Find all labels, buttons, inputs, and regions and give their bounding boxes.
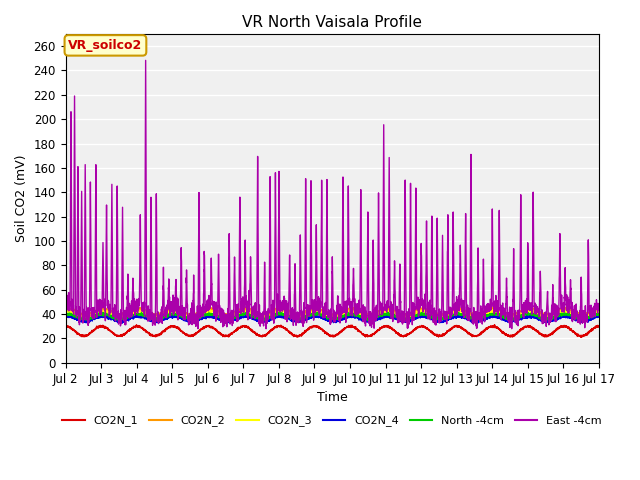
CO2N_3 [595, 308, 602, 314]
CO2N_4 [118, 321, 126, 326]
CO2N_4 [595, 313, 602, 319]
North -4cm [595, 312, 602, 318]
CO2N_1 [394, 330, 401, 336]
CO2N_2 [211, 307, 218, 313]
Y-axis label: Soil CO2 (mV): Soil CO2 (mV) [15, 155, 28, 242]
CO2N_2 [595, 305, 602, 311]
CO2N_3 [595, 308, 603, 313]
East -4cm [142, 58, 150, 63]
East -4cm [595, 307, 603, 312]
East -4cm [176, 312, 184, 318]
CO2N_1 [176, 327, 184, 333]
CO2N_2 [527, 304, 534, 310]
X-axis label: Time: Time [317, 391, 348, 404]
Text: VR_soilco2: VR_soilco2 [68, 39, 143, 52]
CO2N_3 [545, 313, 552, 319]
CO2N_4 [176, 315, 184, 321]
CO2N_3 [176, 309, 184, 315]
Line: CO2N_3: CO2N_3 [66, 309, 599, 319]
East -4cm [595, 305, 602, 311]
CO2N_1 [491, 322, 499, 327]
East -4cm [394, 308, 401, 314]
CO2N_2 [545, 311, 552, 317]
CO2N_1 [595, 323, 602, 329]
Line: CO2N_2: CO2N_2 [66, 307, 599, 316]
CO2N_3 [222, 316, 230, 322]
CO2N_3 [385, 309, 392, 314]
CO2N_2 [176, 308, 184, 314]
CO2N_3 [211, 309, 218, 315]
CO2N_3 [205, 306, 212, 312]
CO2N_1 [577, 335, 585, 340]
Legend: CO2N_1, CO2N_2, CO2N_3, CO2N_4, North -4cm, East -4cm: CO2N_1, CO2N_2, CO2N_3, CO2N_4, North -4… [58, 411, 607, 431]
East -4cm [195, 326, 202, 332]
CO2N_2 [394, 309, 401, 315]
CO2N_1 [384, 324, 392, 330]
North -4cm [545, 316, 552, 322]
East -4cm [385, 303, 392, 309]
North -4cm [579, 318, 587, 324]
Line: CO2N_1: CO2N_1 [66, 324, 599, 337]
Line: CO2N_4: CO2N_4 [66, 314, 599, 324]
East -4cm [211, 307, 219, 313]
CO2N_2 [385, 306, 392, 312]
CO2N_4 [385, 314, 392, 320]
North -4cm [176, 312, 184, 317]
CO2N_1 [62, 323, 70, 329]
CO2N_4 [62, 314, 70, 320]
CO2N_3 [394, 312, 401, 318]
CO2N_4 [454, 312, 461, 317]
North -4cm [385, 310, 392, 315]
North -4cm [211, 312, 218, 318]
North -4cm [394, 314, 401, 320]
East -4cm [62, 300, 70, 306]
CO2N_4 [211, 315, 218, 321]
CO2N_4 [545, 319, 552, 325]
CO2N_2 [152, 313, 159, 319]
CO2N_2 [595, 307, 603, 312]
CO2N_4 [595, 313, 603, 319]
CO2N_1 [211, 326, 218, 332]
CO2N_4 [394, 317, 401, 323]
CO2N_2 [62, 306, 70, 312]
Title: VR North Vaisala Profile: VR North Vaisala Profile [242, 15, 422, 30]
CO2N_3 [62, 308, 70, 314]
Line: North -4cm: North -4cm [66, 312, 599, 321]
CO2N_1 [545, 332, 552, 338]
CO2N_1 [595, 324, 603, 329]
North -4cm [62, 312, 70, 317]
North -4cm [276, 309, 284, 314]
North -4cm [595, 311, 603, 316]
East -4cm [545, 313, 552, 319]
Line: East -4cm: East -4cm [66, 60, 599, 329]
